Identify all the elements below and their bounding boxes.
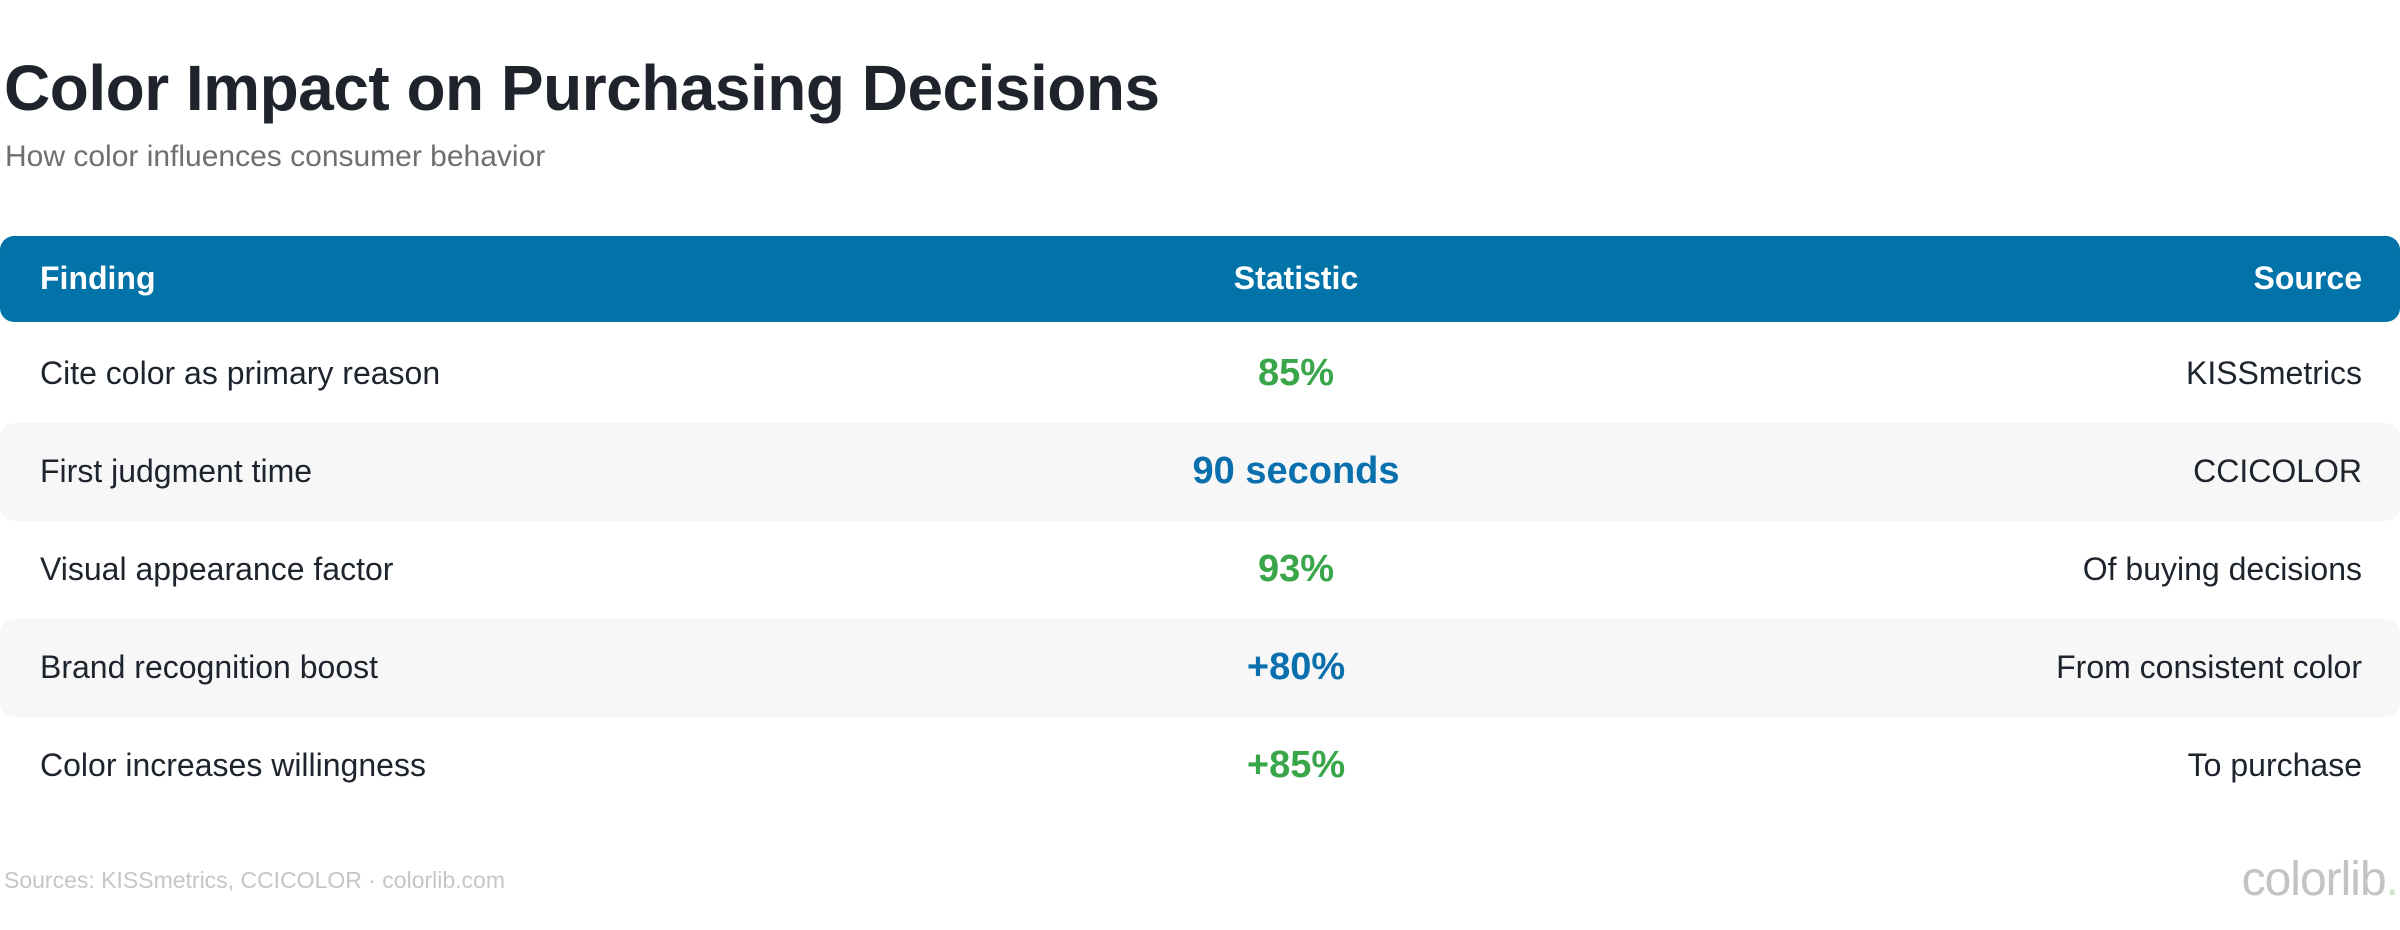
table-row: Color increases willingness +85% To purc… (0, 717, 2400, 815)
table-header-row: Finding Statistic Source (0, 235, 2400, 322)
cell-finding: First judgment time (40, 453, 313, 490)
header-cell-finding: Finding (40, 260, 156, 297)
page-subtitle: How color influences consumer behavior (5, 139, 546, 173)
logo-dot: . (2385, 853, 2399, 906)
cell-finding: Color increases willingness (40, 747, 426, 784)
table-row: Visual appearance factor 93% Of buying d… (0, 521, 2400, 619)
cell-statistic: 85% (1257, 352, 1335, 395)
cell-source: CCICOLOR (2193, 453, 2362, 490)
page-title: Color Impact on Purchasing Decisions (4, 52, 1160, 124)
cell-statistic: +85% (1246, 744, 1346, 787)
cell-finding: Brand recognition boost (40, 649, 378, 686)
cell-source: KISSmetrics (2185, 355, 2362, 392)
cell-source: Of buying decisions (2082, 551, 2362, 588)
cell-finding: Visual appearance factor (40, 551, 394, 588)
colorlib-logo: colorlib. (2242, 856, 2400, 904)
cell-statistic: +80% (1246, 646, 1346, 689)
cell-source: To purchase (2187, 747, 2362, 784)
table-row: Brand recognition boost +80% From consis… (0, 618, 2400, 717)
cell-source: From consistent color (2056, 649, 2362, 686)
logo-text: colorlib (2241, 853, 2387, 906)
table-row: Cite color as primary reason 85% KISSmet… (0, 325, 2400, 423)
table-row: First judgment time 90 seconds CCICOLOR (0, 422, 2400, 521)
cell-finding: Cite color as primary reason (40, 355, 441, 392)
cell-statistic: 90 seconds (1192, 450, 1400, 493)
cell-statistic: 93% (1257, 548, 1335, 591)
header-cell-source: Source (2253, 260, 2362, 297)
stats-table: Finding Statistic Source Cite color as p… (0, 235, 2400, 815)
page-footer: Sources: KISSmetrics, CCICOLOR · colorli… (0, 856, 2400, 904)
footer-sources: Sources: KISSmetrics, CCICOLOR · colorli… (4, 866, 506, 893)
header-cell-statistic: Statistic (1233, 260, 1359, 297)
